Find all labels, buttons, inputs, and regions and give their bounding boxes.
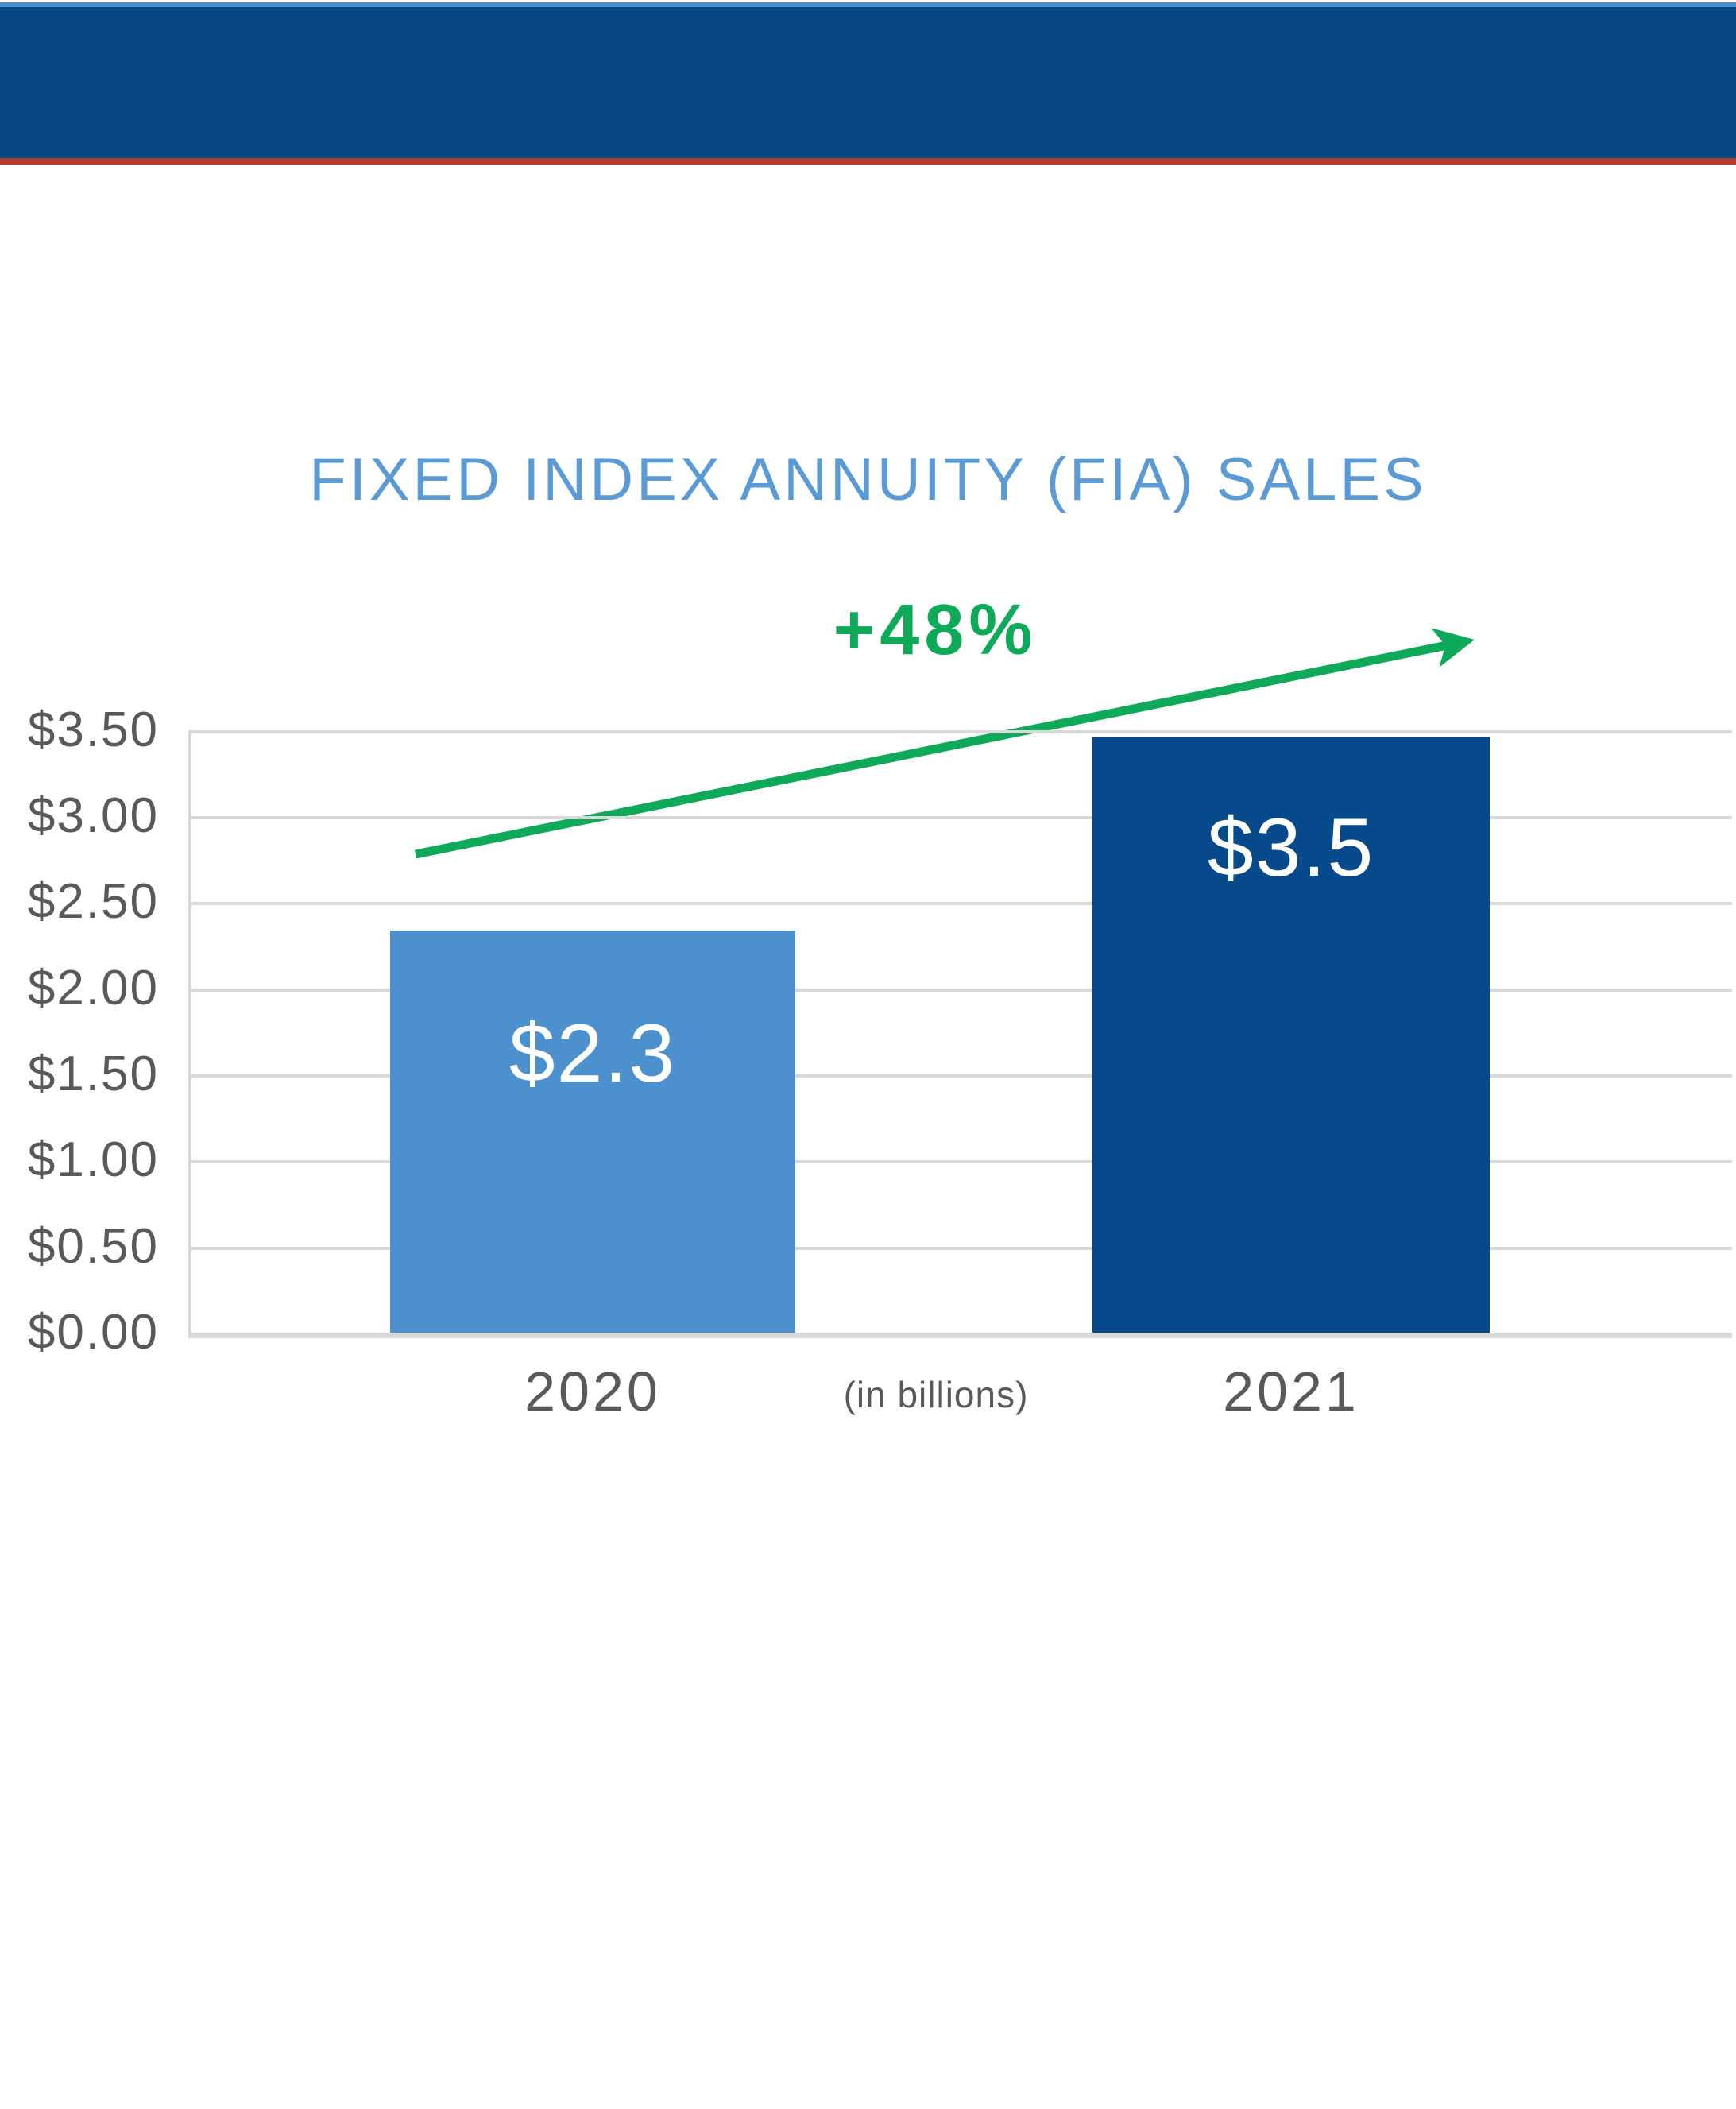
bar-2021: $3.5 <box>1092 737 1490 1333</box>
x-tick-label-2021: 2021 <box>1223 1360 1359 1422</box>
unit-note: (in billions) <box>843 1374 1029 1415</box>
header-bar <box>0 7 1736 158</box>
y-tick-label: $0.50 <box>27 1219 159 1274</box>
x-tick-label-2020: 2020 <box>524 1360 661 1422</box>
gridline <box>188 730 1732 733</box>
chart-title: FIXED INDEX ANNUITY (FIA) SALES <box>309 446 1427 513</box>
y-axis-line <box>188 730 191 1336</box>
y-tick-label: $1.00 <box>27 1132 159 1187</box>
gridline <box>188 989 1732 992</box>
bar-2021-value-label: $3.5 <box>1207 802 1375 894</box>
bar-2020: $2.3 <box>390 931 795 1333</box>
gridline <box>188 1160 1732 1163</box>
growth-annotation: +48% <box>833 590 1038 670</box>
y-tick-label: $0.00 <box>27 1305 159 1360</box>
y-tick-label: $1.50 <box>27 1047 159 1101</box>
y-tick-label: $2.50 <box>27 874 159 929</box>
y-tick-label: $2.00 <box>27 961 159 1016</box>
header-accent-strip <box>0 2 1736 7</box>
gridline <box>188 1074 1732 1078</box>
bar-2020-value-label: $2.3 <box>508 1008 677 1100</box>
y-tick-label: $3.50 <box>27 702 159 757</box>
x-axis-baseline <box>188 1333 1732 1338</box>
gridline <box>188 816 1732 819</box>
y-tick-label: $3.00 <box>27 788 159 843</box>
gridline <box>188 902 1732 905</box>
gridline <box>188 1247 1732 1250</box>
header-red-line <box>0 158 1736 165</box>
